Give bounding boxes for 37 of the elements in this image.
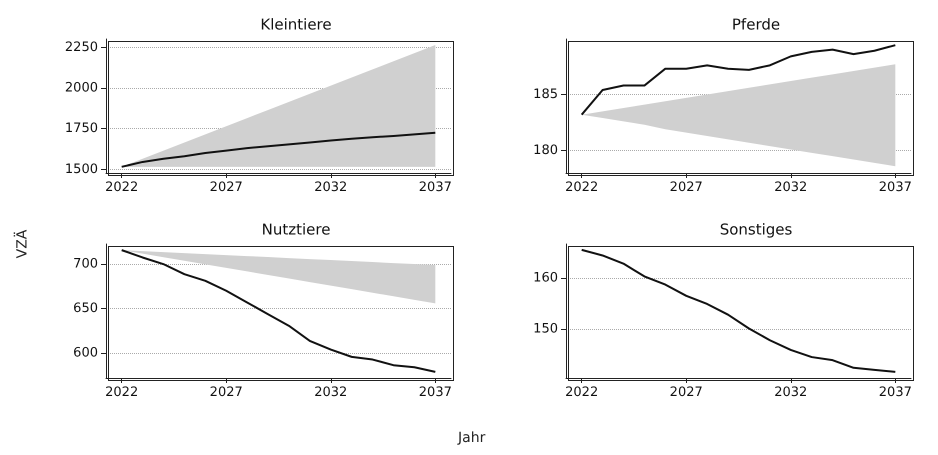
x-tick-label: 2027 bbox=[210, 180, 243, 195]
x-tick-label: 2032 bbox=[314, 180, 348, 195]
x-tick-label: 2027 bbox=[670, 385, 703, 400]
x-tick-label: 2032 bbox=[774, 180, 808, 195]
chart-title: Nutztiere bbox=[262, 220, 330, 238]
x-tick-label: 2037 bbox=[418, 180, 452, 195]
line-series bbox=[120, 249, 436, 373]
x-tick-label: 2037 bbox=[878, 385, 912, 400]
x-tick-label: 2037 bbox=[418, 385, 452, 400]
y-tick-label: 150 bbox=[533, 321, 558, 336]
chart-title: Kleintiere bbox=[260, 16, 332, 34]
x-tick-label: 2027 bbox=[670, 180, 703, 195]
line-series bbox=[580, 44, 896, 116]
x-tick-label: 2022 bbox=[565, 385, 598, 400]
y-tick-label: 700 bbox=[73, 256, 98, 272]
y-tick-label: 600 bbox=[73, 345, 98, 360]
x-tick-label: 2027 bbox=[210, 385, 243, 400]
line-series bbox=[120, 132, 436, 168]
chart-title: Pferde bbox=[732, 16, 780, 34]
line-series bbox=[580, 248, 896, 373]
y-axis-title: VZÄ bbox=[14, 230, 30, 258]
y-tick-label: 650 bbox=[73, 301, 98, 316]
y-tick-label: 2250 bbox=[64, 40, 98, 55]
y-tick-label: 180 bbox=[533, 143, 558, 158]
x-tick-label: 2032 bbox=[774, 385, 808, 400]
x-tick-label: 2022 bbox=[565, 180, 598, 195]
y-tick-label: 1750 bbox=[64, 121, 98, 136]
x-tick-label: 2022 bbox=[105, 385, 138, 400]
chart-title: Sonstiges bbox=[720, 220, 792, 238]
x-tick-label: 2037 bbox=[878, 180, 912, 195]
y-tick-label: 1500 bbox=[64, 162, 98, 177]
y-tick-label: 2000 bbox=[64, 80, 98, 96]
x-axis-title: Jahr bbox=[458, 430, 486, 446]
y-tick-label: 160 bbox=[533, 270, 558, 286]
y-tick-label: 185 bbox=[533, 87, 558, 102]
x-tick-label: 2022 bbox=[105, 180, 138, 195]
x-tick-label: 2032 bbox=[314, 385, 348, 400]
